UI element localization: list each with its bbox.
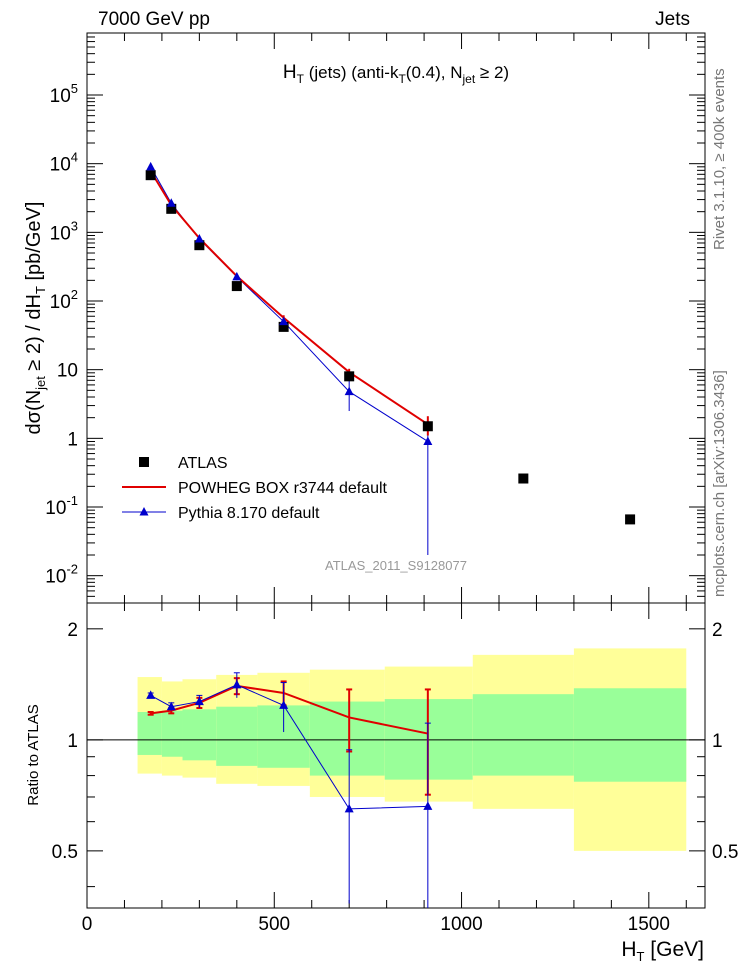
ratio-pythia-marker (423, 801, 433, 810)
main-y-axis-label: dσ(Njet ≥ 2) / dHT [pb/GeV] (23, 202, 48, 435)
atlas-data-point (231, 281, 242, 292)
x-axis-label: HT [GeV] (621, 938, 704, 964)
x-tick-label: 0 (82, 914, 93, 935)
atlas-data-point (194, 240, 205, 251)
legend-label: POWHEG BOX r3744 default (178, 480, 388, 497)
y-tick-label: 104 (50, 150, 78, 176)
ratio-panel: 0 500 1000 1500 0.5 0.5 1 1 2 2 (52, 602, 738, 935)
x-tick-label: 1000 (440, 914, 482, 935)
pythia-marker (279, 316, 289, 326)
x-tick-label: 1500 (628, 914, 670, 935)
main-title: HT (jets) (anti-kT(0.4), Njet ≥ 2) (283, 62, 509, 86)
pythia-marker (146, 161, 156, 171)
ratio-y-tick-label-right: 0.5 (712, 842, 738, 863)
band-inner (182, 709, 217, 761)
atlas-data-point (518, 473, 529, 484)
atlas-data-point (422, 421, 433, 432)
legend-pythia-marker (139, 507, 149, 516)
main-panel: 10-2 10-1 1 10 102 103 104 105 (45, 32, 706, 908)
side-label-top: Rivet 3.1.10, ≥ 400k events (711, 68, 728, 250)
atlas-data-point (145, 170, 156, 181)
ratio-y-tick-label-right: 1 (712, 731, 723, 752)
band-inner (309, 701, 385, 776)
pythia-marker (423, 436, 433, 445)
ratio-pythia-marker (344, 803, 354, 813)
ratio-pythia-marker (232, 679, 242, 689)
atlas-data-point (166, 203, 177, 214)
watermark: ATLAS_2011_S9128077 (325, 558, 467, 573)
y-tick-label: 10-1 (45, 493, 78, 519)
pythia-marker (232, 271, 242, 281)
atlas-data-point (344, 371, 355, 382)
legend-label: Pythia 8.170 default (178, 505, 320, 522)
y-tick-label: 10 (57, 361, 78, 382)
pythia-marker (166, 198, 176, 207)
y-tick-label: 103 (50, 218, 78, 244)
atlas-data-point (625, 514, 636, 525)
ratio-pythia-marker (166, 701, 176, 711)
ratio-y-tick-label-left: 0.5 (52, 842, 78, 863)
x-tick-label: 500 (258, 914, 290, 935)
ratio-pythia-marker (279, 700, 289, 709)
band-inner (216, 706, 258, 766)
ratio-frame (86, 602, 706, 909)
ratio-y-tick-label-right: 2 (712, 620, 723, 641)
band-inner (472, 694, 574, 776)
legend: ATLAS POWHEG BOX r3744 default Pythia 8.17… (122, 455, 388, 522)
ratio-y-axis-label: Ratio to ATLAS (25, 704, 42, 805)
legend-atlas-marker (139, 457, 149, 467)
y-tick-label: 1 (67, 429, 78, 450)
ratio-pythia-marker (194, 696, 204, 706)
band-inner (573, 688, 687, 782)
y-tick-label: 105 (50, 81, 78, 107)
ratio-pythia-marker (146, 690, 156, 699)
ratio-y-tick-label-left: 2 (67, 620, 78, 641)
header-right: Jets (655, 9, 690, 30)
ratio-y-tick-label-left: 1 (67, 731, 78, 752)
side-label-bottom: mcplots.cern.ch [arXiv:1306.3436] (711, 370, 728, 597)
pythia-marker (194, 233, 204, 243)
y-tick-label: 10-2 (45, 562, 78, 588)
y-tick-label: 102 (50, 287, 78, 313)
band-inner (161, 710, 183, 757)
pythia-marker (344, 386, 354, 396)
atlas-data-point (278, 321, 289, 332)
legend-label: ATLAS (178, 455, 228, 472)
header-left: 7000 GeV pp (98, 9, 210, 30)
band-inner (137, 711, 162, 755)
